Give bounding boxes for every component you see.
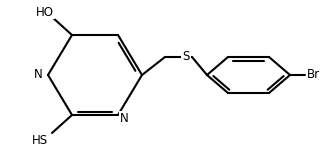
Text: HS: HS <box>32 133 48 146</box>
Text: S: S <box>182 51 190 64</box>
Text: Br: Br <box>307 69 320 82</box>
Text: N: N <box>120 111 128 124</box>
Text: HO: HO <box>36 5 54 18</box>
Text: N: N <box>34 69 42 82</box>
